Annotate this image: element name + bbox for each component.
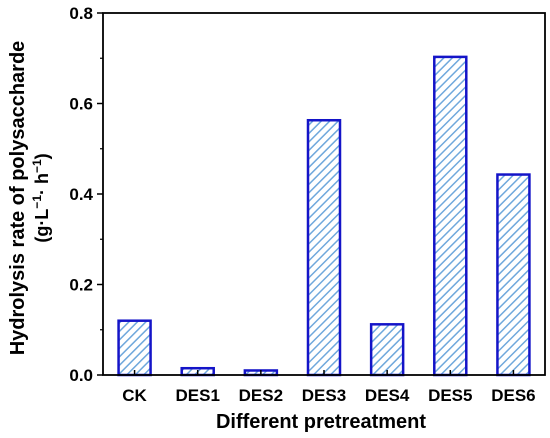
x-tick-label: DES4 (365, 386, 410, 405)
bar-des4 (369, 323, 405, 377)
y-tick-label: 0.6 (69, 95, 93, 114)
y-tick-label: 0.4 (69, 185, 93, 204)
x-tick-label: CK (122, 386, 147, 405)
y-axis-title: Hydrolysis rate of polysaccharde (7, 41, 29, 356)
y-axis-title-group: Hydrolysis rate of polysaccharde (g·L−1·… (7, 41, 52, 356)
bar-ck (117, 319, 152, 377)
x-axis-title: Different pretreatment (216, 411, 426, 433)
y-tick-label: 0.0 (69, 366, 93, 385)
plot-frame (102, 12, 546, 376)
plot-area: CK DES1 DES2 DES3 DES4 DES5 DES6 0.0 0.2 0.4 0.6 0.… (69, 4, 546, 405)
bar-des3 (306, 118, 342, 377)
y-tick-label: 0.8 (69, 4, 93, 23)
y-tick-label: 0.2 (69, 276, 93, 295)
y-axis-unit: (g·L−1· h−1) (30, 153, 52, 242)
x-tick-label: DES1 (176, 386, 220, 405)
x-tick-label: DES5 (428, 386, 472, 405)
x-tick-label: DES3 (302, 386, 346, 405)
bar-des5 (433, 55, 468, 377)
bar-des6 (496, 173, 531, 377)
x-tick-label: DES2 (239, 386, 283, 405)
x-tick-label: DES6 (491, 386, 535, 405)
